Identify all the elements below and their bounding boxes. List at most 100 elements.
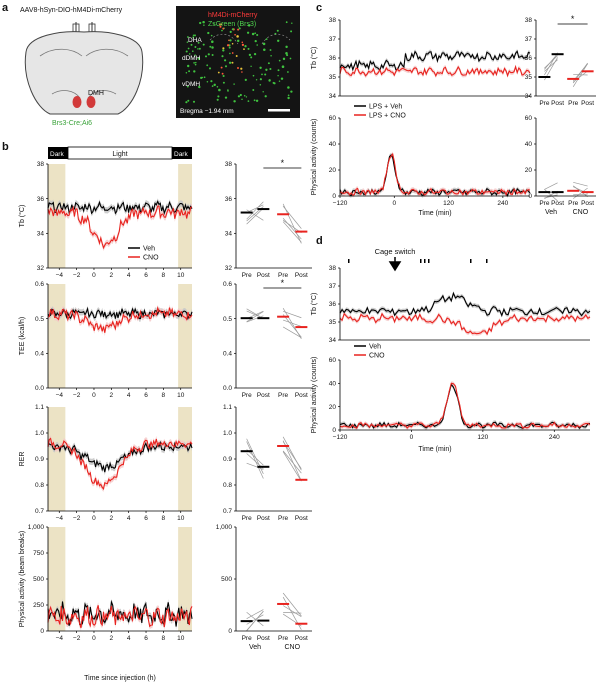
y-tick-label: 0.4 xyxy=(223,351,232,358)
individual-line xyxy=(572,63,588,88)
cell-dot xyxy=(209,45,212,48)
cell-dot xyxy=(193,70,196,73)
cno-sem-band xyxy=(340,311,590,337)
cell-dot xyxy=(285,21,288,24)
cell-dot xyxy=(262,42,266,46)
cell-dot xyxy=(191,50,194,53)
group-label-cno: CNO xyxy=(284,644,300,651)
y-axis-label: Physical activity (beam breaks) xyxy=(19,531,26,627)
individual-line xyxy=(246,611,264,627)
cell-dot xyxy=(264,95,267,98)
x-tick-label: −2 xyxy=(73,515,81,522)
y-tick-label: 37 xyxy=(329,36,337,43)
cell-dot xyxy=(270,55,272,57)
legend-veh-label: Veh xyxy=(369,343,381,350)
y-tick-label: 0.6 xyxy=(223,281,232,288)
y-tick-label: 38 xyxy=(329,265,337,272)
cell-dot xyxy=(194,54,196,56)
category-label: Pre xyxy=(539,200,550,207)
category-label: Pre xyxy=(242,392,253,399)
cell-dot xyxy=(193,62,195,64)
dark-phase-shade xyxy=(178,284,192,388)
cell-dot xyxy=(229,30,232,33)
event-marker xyxy=(470,259,472,263)
y-tick-label: 36 xyxy=(329,55,337,62)
cell-dot xyxy=(198,47,201,50)
cell-dot xyxy=(185,101,188,104)
x-tick-label: 0 xyxy=(92,515,96,522)
cell-dot xyxy=(254,39,257,43)
cell-dot xyxy=(231,52,234,54)
cell-dot xyxy=(261,73,263,76)
x-tick-label: −2 xyxy=(73,635,81,642)
veh-line xyxy=(47,200,193,216)
cell-dot xyxy=(199,21,202,25)
cell-dot xyxy=(190,43,193,46)
panel-d-letter: d xyxy=(316,235,323,247)
y-tick-label: 500 xyxy=(221,576,232,583)
cell-dot xyxy=(222,49,225,52)
cell-dot xyxy=(289,57,292,60)
panel-a-letter: a xyxy=(2,2,9,14)
individual-line xyxy=(544,55,558,69)
x-tick-label: 10 xyxy=(177,272,185,279)
legend-cno-label: CNO xyxy=(143,254,159,261)
cno-line xyxy=(47,305,193,333)
cell-dot xyxy=(287,96,290,100)
x-tick-label: 8 xyxy=(162,635,166,642)
virus-label: AAV8-hSyn-DIO-hM4Di-mCherry xyxy=(20,7,123,14)
light-dark-bar xyxy=(48,146,192,160)
cell-dot xyxy=(213,83,216,87)
y-axis-label: Tb (°C) xyxy=(18,205,26,228)
cell-dot xyxy=(197,57,201,60)
cell-dot xyxy=(187,36,189,38)
cell-dot xyxy=(287,86,290,89)
y-tick-label: 38 xyxy=(225,161,233,168)
cell-dot xyxy=(278,59,281,62)
y-tick-label: 750 xyxy=(33,550,44,557)
cell-dot xyxy=(268,79,271,82)
cell-dot xyxy=(278,80,281,82)
cell-dot xyxy=(228,61,232,64)
cell-dot xyxy=(247,100,250,102)
cell-dot xyxy=(240,67,243,70)
cell-dot xyxy=(256,44,259,46)
cell-dot xyxy=(233,83,235,85)
cell-dot xyxy=(267,62,270,65)
cell-dot xyxy=(247,47,250,50)
x-tick-label: 4 xyxy=(127,272,131,279)
y-tick-label: 34 xyxy=(525,93,533,100)
y-tick-label: 60 xyxy=(329,357,337,364)
y-tick-label: 250 xyxy=(33,602,44,609)
y-tick-label: 0.7 xyxy=(223,508,232,515)
y-tick-label: 0 xyxy=(228,628,232,635)
cell-dot xyxy=(245,96,248,98)
event-marker xyxy=(486,259,488,263)
x-tick-label: −4 xyxy=(56,272,64,279)
cell-dot xyxy=(290,90,293,93)
category-label: Pre xyxy=(568,100,579,107)
y-tick-label: 0.8 xyxy=(35,482,44,489)
y-tick-label: 0.0 xyxy=(223,385,232,392)
category-label: Post xyxy=(581,100,594,107)
cell-dot xyxy=(273,82,276,85)
cell-dot xyxy=(264,73,267,76)
y-tick-label: 34 xyxy=(225,231,233,238)
cell-dot xyxy=(287,94,290,97)
region-vdmh: vDMH xyxy=(182,81,200,88)
category-label: Pre xyxy=(278,635,289,642)
cell-dot xyxy=(197,41,200,44)
y-tick-label: 40 xyxy=(329,381,337,388)
cell-dot xyxy=(222,47,225,50)
cell-dot xyxy=(231,61,234,64)
category-label: Pre xyxy=(242,272,253,279)
cell-dot xyxy=(187,47,190,50)
x-tick-label: 4 xyxy=(127,392,131,399)
cell-dot xyxy=(252,89,255,91)
cell-dot xyxy=(228,46,231,49)
cell-dot xyxy=(229,39,232,42)
individual-line xyxy=(544,52,558,76)
cell-dot xyxy=(185,72,188,74)
x-tick-label: 0 xyxy=(92,392,96,399)
cell-dot xyxy=(194,46,197,48)
